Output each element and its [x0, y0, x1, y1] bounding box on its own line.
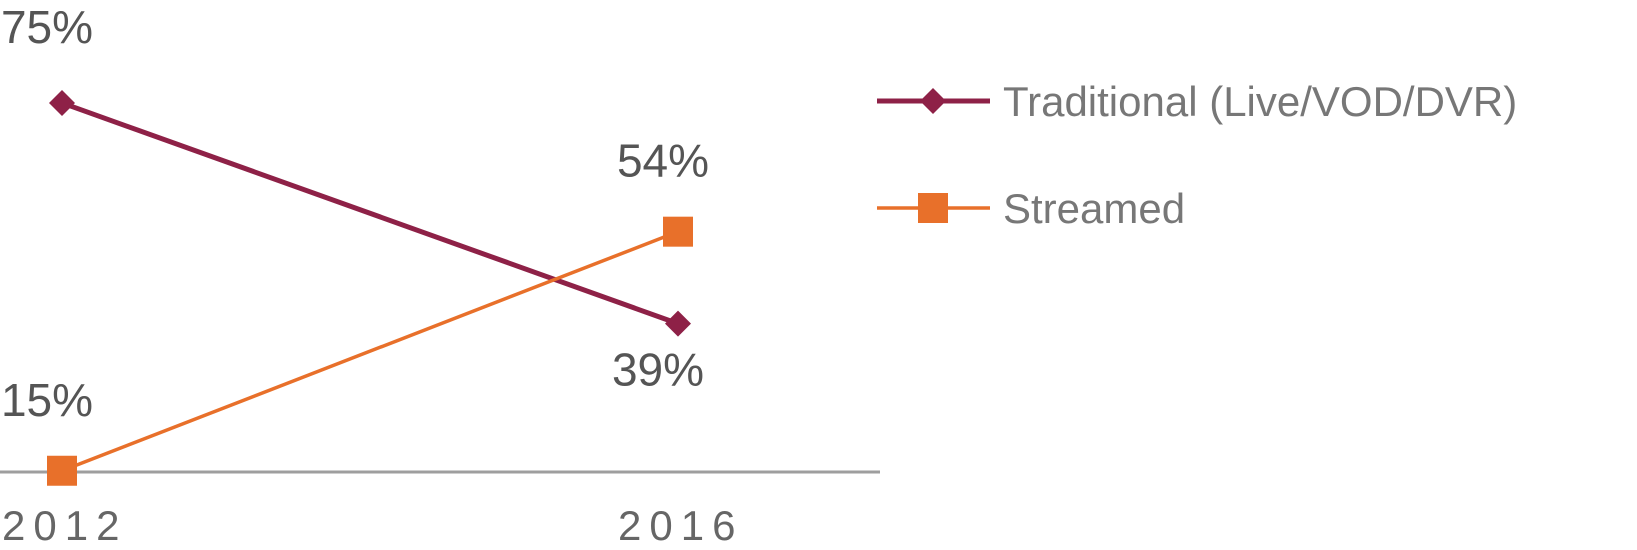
legend-marker-streamed: [918, 193, 948, 223]
x-tick-2012: 2012: [2, 502, 127, 549]
point-traditional-2012: [49, 89, 75, 116]
legend-label-traditional: Traditional (Live/VOD/DVR): [1003, 78, 1517, 125]
x-tick-layer: 2012 2016: [2, 502, 743, 549]
legend-label-streamed: Streamed: [1003, 185, 1185, 232]
data-label-traditional-2012: 75%: [1, 1, 93, 53]
legend-marker-traditional: [920, 88, 946, 114]
data-label-traditional-2016: 39%: [612, 344, 704, 396]
series-line-traditional: [61, 100, 679, 326]
data-label-streamed-2016: 54%: [617, 135, 709, 187]
legend: Traditional (Live/VOD/DVR) Streamed: [877, 78, 1517, 232]
point-streamed-2016: [663, 216, 693, 247]
point-streamed-2012: [47, 455, 77, 486]
data-label-layer: 75% 39% 15% 54%: [1, 1, 709, 426]
point-traditional-2016: [665, 310, 691, 337]
series-line-streamed: [61, 230, 679, 473]
series-layer: [47, 89, 693, 486]
data-label-streamed-2012: 15%: [1, 374, 93, 426]
x-tick-2016: 2016: [618, 502, 743, 549]
